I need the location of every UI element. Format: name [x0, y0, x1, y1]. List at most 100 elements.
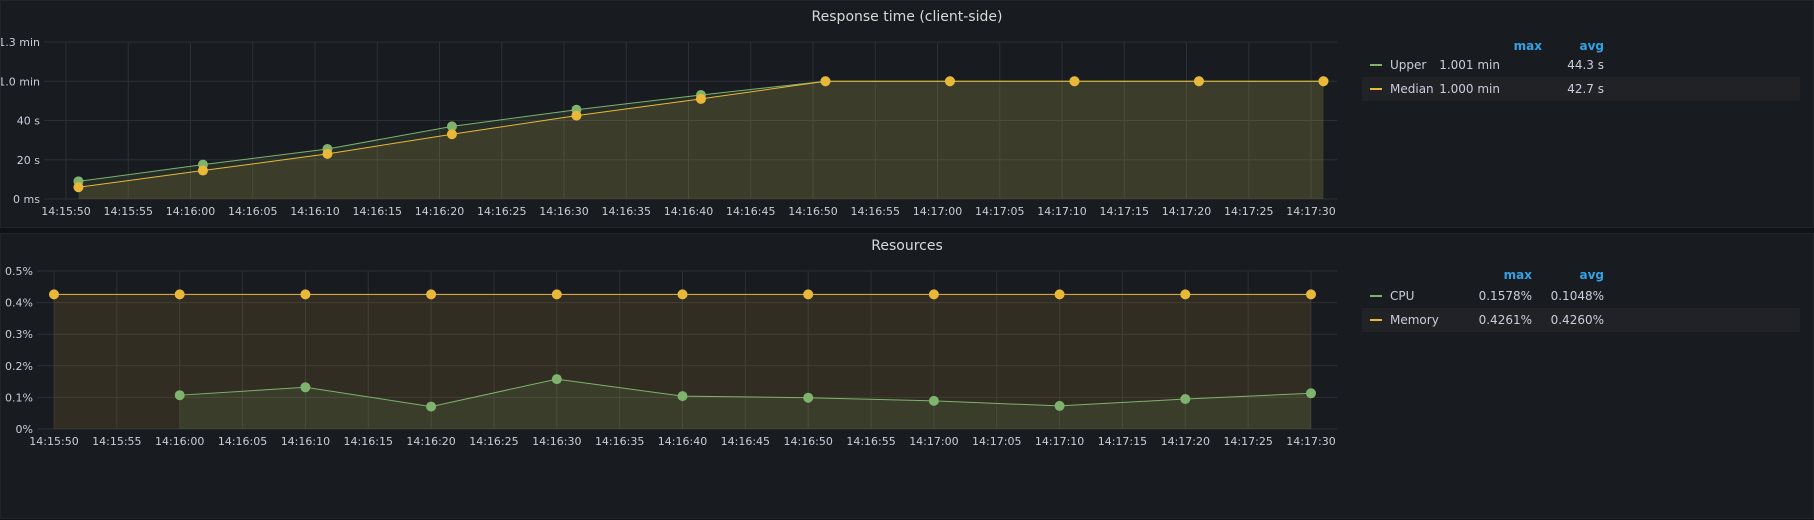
x-tick-label: 14:17:25 [1223, 435, 1272, 448]
data-point-cpu[interactable] [1306, 388, 1316, 399]
data-point-memory[interactable] [426, 289, 437, 300]
data-point-memory[interactable] [300, 289, 311, 300]
data-point-cpu[interactable] [1180, 393, 1191, 404]
data-point-median[interactable] [322, 148, 333, 159]
x-tick-label: 14:17:25 [1224, 205, 1273, 218]
x-tick-label: 14:16:45 [726, 205, 775, 218]
series-area-cpu [179, 379, 1312, 429]
legend-item-upper[interactable]: Upper 1.001 min 44.3 s [1362, 53, 1800, 77]
data-point-median[interactable] [1193, 76, 1204, 87]
series-area-median [78, 81, 1324, 199]
x-tick-label: 14:17:05 [972, 435, 1021, 448]
data-point-cpu[interactable] [174, 390, 185, 401]
legend-max-upper: 1.001 min [1439, 58, 1500, 72]
x-tick-label: 14:17:20 [1161, 435, 1210, 448]
data-point-median[interactable] [1069, 76, 1080, 87]
data-point-median[interactable] [197, 165, 208, 176]
legend-label-cpu: CPU [1390, 289, 1415, 303]
x-tick-label: 14:16:55 [851, 205, 900, 218]
data-point-median[interactable] [1318, 76, 1329, 87]
y-tick-label: 0.4% [5, 297, 33, 310]
data-point-median[interactable] [73, 182, 84, 193]
y-tick-label: 0.2% [5, 360, 33, 373]
x-tick-label: 14:16:25 [469, 435, 518, 448]
x-tick-label: 14:17:15 [1098, 435, 1147, 448]
x-tick-label: 14:15:55 [92, 435, 141, 448]
x-tick-label: 14:16:30 [539, 205, 588, 218]
data-point-median[interactable] [571, 110, 582, 121]
legend-header-max: max [1513, 39, 1542, 53]
panel-title: Resources [871, 238, 943, 254]
data-point-median[interactable] [446, 129, 457, 140]
data-point-memory[interactable] [1180, 289, 1191, 300]
data-point-memory[interactable] [49, 289, 59, 300]
y-tick-label: 0.1% [5, 391, 33, 404]
x-tick-label: 14:17:30 [1286, 435, 1335, 448]
x-tick-label: 14:17:30 [1286, 205, 1335, 218]
data-point-median[interactable] [820, 76, 831, 87]
data-point-memory[interactable] [1306, 289, 1316, 300]
x-tick-label: 14:15:50 [41, 205, 90, 218]
data-point-cpu[interactable] [928, 395, 939, 406]
resources-panel: Resources 0% 0.1% 0.2% 0.3% 0.4% 0.5% 14:15:50… [0, 233, 1814, 519]
data-point-cpu[interactable] [300, 382, 311, 393]
legend-label-memory: Memory [1390, 313, 1439, 327]
legend-item-median[interactable]: Median 1.000 min 42.7 s [1362, 77, 1800, 101]
legend-avg-median: 42.7 s [1567, 82, 1604, 96]
x-tick-label: 14:16:40 [658, 435, 707, 448]
x-tick-label: 14:16:20 [415, 205, 464, 218]
legend-max-cpu: 0.1578% [1478, 289, 1532, 303]
data-point-cpu[interactable] [426, 401, 437, 412]
x-tick-label: 14:16:15 [344, 435, 393, 448]
x-tick-label: 14:16:10 [290, 205, 339, 218]
legend-swatch-upper [1370, 64, 1382, 66]
x-tick-label: 14:16:20 [406, 435, 455, 448]
x-tick-label: 14:16:50 [788, 205, 837, 218]
data-point-memory[interactable] [1054, 289, 1065, 300]
x-tick-label: 14:15:50 [29, 435, 78, 448]
data-point-median[interactable] [695, 93, 706, 104]
y-tick-label: 1.3 min [1, 36, 40, 49]
y-tick-label: 0.3% [5, 328, 33, 341]
x-tick-label: 14:17:10 [1037, 205, 1086, 218]
legend-item-memory[interactable]: Memory 0.4261% 0.4260% [1362, 308, 1800, 332]
x-tick-label: 14:17:15 [1100, 205, 1149, 218]
legend-item-cpu[interactable]: CPU 0.1578% 0.1048% [1362, 284, 1800, 308]
data-point-cpu[interactable] [677, 391, 688, 402]
data-point-upper[interactable] [446, 121, 457, 132]
legend-swatch-memory [1370, 319, 1382, 321]
legend-header-avg: avg [1579, 268, 1604, 282]
response-time-panel: Response time (client-side) 0 ms 20 s 40 s… [0, 0, 1814, 228]
legend-max-median: 1.000 min [1439, 82, 1500, 96]
data-point-cpu[interactable] [803, 392, 814, 403]
data-point-memory[interactable] [928, 289, 939, 300]
series-area-upper [78, 81, 1324, 199]
x-tick-label: 14:17:00 [913, 205, 962, 218]
data-point-memory[interactable] [174, 289, 185, 300]
data-point-memory[interactable] [803, 289, 814, 300]
x-tick-label: 14:16:45 [721, 435, 770, 448]
x-tick-label: 14:16:35 [602, 205, 651, 218]
data-point-median[interactable] [944, 76, 955, 87]
series-area-memory [54, 294, 1311, 429]
x-tick-label: 14:16:55 [846, 435, 895, 448]
x-tick-label: 14:17:00 [909, 435, 958, 448]
y-tick-label: 40 s [17, 115, 40, 128]
y-tick-label: 0.5% [5, 265, 33, 278]
data-point-memory[interactable] [677, 289, 688, 300]
data-point-cpu[interactable] [1054, 400, 1065, 411]
x-tick-label: 14:17:05 [975, 205, 1024, 218]
x-tick-label: 14:16:00 [155, 435, 204, 448]
y-tick-label: 0 ms [13, 193, 40, 206]
legend-avg-upper: 44.3 s [1567, 58, 1604, 72]
legend-label-upper: Upper [1390, 58, 1427, 72]
x-tick-label: 14:16:10 [281, 435, 330, 448]
x-tick-label: 14:16:40 [664, 205, 713, 218]
data-point-memory[interactable] [551, 289, 562, 300]
data-point-cpu[interactable] [551, 374, 562, 385]
y-tick-label: 0% [16, 423, 33, 436]
x-tick-label: 14:15:55 [104, 205, 153, 218]
series-line-cpu [179, 378, 1312, 408]
legend-swatch-median [1370, 88, 1382, 90]
x-tick-label: 14:16:05 [228, 205, 277, 218]
